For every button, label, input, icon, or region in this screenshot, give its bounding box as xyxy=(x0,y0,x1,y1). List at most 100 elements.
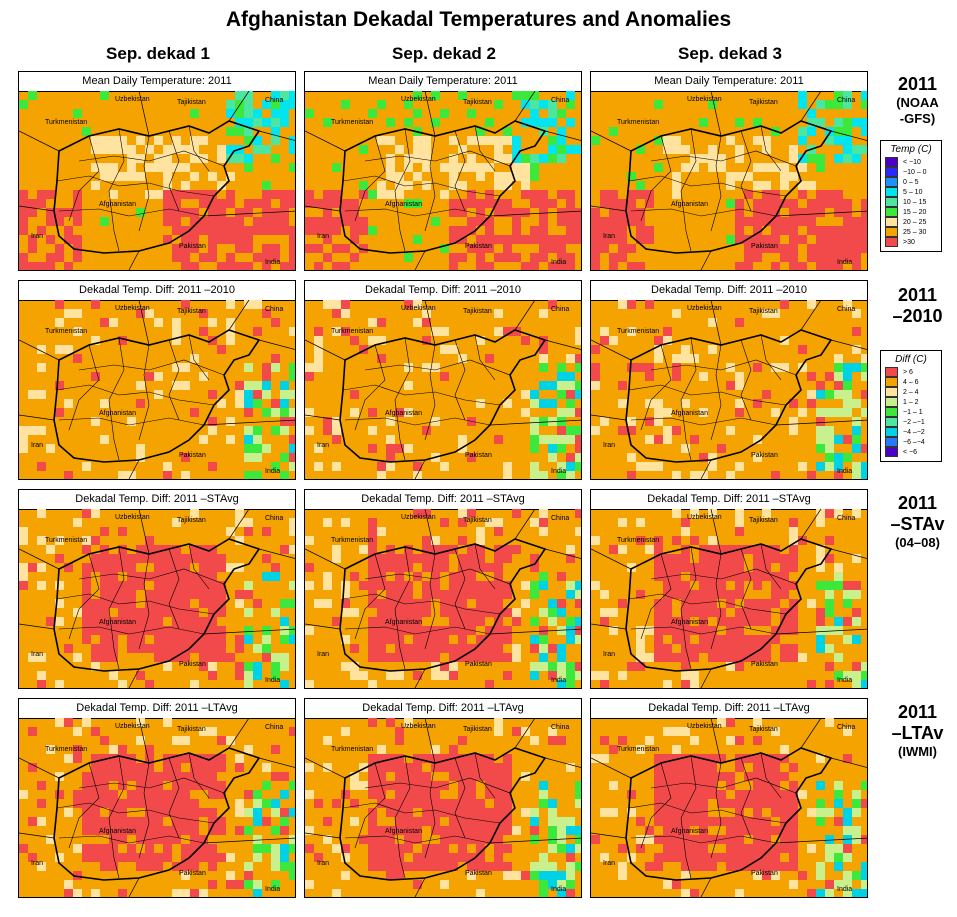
grid-cell xyxy=(181,599,190,608)
grid-cell xyxy=(618,208,627,217)
grid-cell xyxy=(208,462,217,471)
map-label-pakistan: Pakistan xyxy=(179,661,206,668)
grid-cell xyxy=(118,745,127,754)
grid-cell xyxy=(73,327,82,336)
grid-cell xyxy=(852,635,861,644)
grid-cell xyxy=(395,754,404,763)
grid-cell xyxy=(127,763,136,772)
grid-cell xyxy=(37,262,46,270)
grid-cell xyxy=(271,462,280,471)
grid-cell xyxy=(458,799,467,808)
grid-cell xyxy=(118,590,127,599)
grid-cell xyxy=(789,844,798,853)
grid-cell xyxy=(744,635,753,644)
grid-cell xyxy=(476,563,485,572)
map-label-uzbekistan: Uzbekistan xyxy=(401,305,436,312)
grid-cell xyxy=(512,545,521,554)
grid-cell xyxy=(145,680,154,688)
grid-cell xyxy=(28,727,37,736)
grid-cell xyxy=(690,154,699,163)
grid-cell xyxy=(557,871,566,880)
grid-cell xyxy=(744,826,753,835)
grid-cell xyxy=(109,772,118,781)
grid-cell xyxy=(834,100,843,109)
grid-cell xyxy=(512,235,521,244)
grid-cell xyxy=(699,118,708,127)
grid-cell xyxy=(735,399,744,408)
grid-cell xyxy=(64,644,73,653)
grid-cell xyxy=(413,790,422,799)
grid-cell xyxy=(190,799,199,808)
country-border xyxy=(625,329,833,463)
grid-cell xyxy=(467,545,476,554)
grid-cell xyxy=(244,235,253,244)
grid-cell xyxy=(503,172,512,181)
grid-cell xyxy=(530,563,539,572)
row-label-main: 2011 xyxy=(897,702,938,722)
grid-cell xyxy=(557,680,566,688)
grid-cell xyxy=(530,118,539,127)
grid-cell xyxy=(503,763,512,772)
grid-cell xyxy=(154,799,163,808)
map-label-china: China xyxy=(551,724,570,731)
legend-label: 4 – 6 xyxy=(903,378,919,386)
grid-cell xyxy=(100,844,109,853)
grid-cell xyxy=(771,635,780,644)
grid-cell xyxy=(834,136,843,145)
grid-cell xyxy=(244,435,253,444)
grid-cell xyxy=(663,408,672,417)
grid-cell xyxy=(332,417,341,426)
grid-cell xyxy=(253,889,262,897)
grid-cell xyxy=(843,217,852,226)
grid-cell xyxy=(395,581,404,590)
grid-cell xyxy=(618,399,627,408)
grid-cell xyxy=(771,772,780,781)
grid-cell xyxy=(609,336,618,345)
grid-cell xyxy=(172,617,181,626)
grid-cell xyxy=(253,327,262,336)
grid-cell xyxy=(413,300,422,309)
grid-cell xyxy=(305,426,314,435)
grid-cell xyxy=(816,889,825,897)
grid-cell xyxy=(109,644,118,653)
grid-cell xyxy=(208,581,217,590)
grid-cell xyxy=(350,235,359,244)
grid-cell xyxy=(672,754,681,763)
grid-cell xyxy=(834,471,843,479)
grid-cell xyxy=(717,554,726,563)
map-label-uzbekistan: Uzbekistan xyxy=(687,514,722,521)
grid-cell xyxy=(208,790,217,799)
grid-cell xyxy=(305,844,314,853)
grid-cell xyxy=(341,100,350,109)
grid-cell xyxy=(413,145,422,154)
grid-cell xyxy=(154,372,163,381)
grid-cell xyxy=(244,444,253,453)
grid-cell xyxy=(548,662,557,671)
grid-cell xyxy=(467,199,476,208)
neighbor-border xyxy=(19,300,295,479)
grid-cell xyxy=(512,208,521,217)
grid-cell xyxy=(332,327,341,336)
grid-cell xyxy=(503,871,512,880)
map-canvas xyxy=(19,718,295,897)
grid-cell xyxy=(681,662,690,671)
grid-cell xyxy=(575,635,581,644)
grid-cell xyxy=(262,145,271,154)
grid-cell xyxy=(458,754,467,763)
grid-cell xyxy=(663,435,672,444)
grid-cell xyxy=(386,853,395,862)
grid-cell xyxy=(798,208,807,217)
grid-cell xyxy=(699,608,708,617)
grid-cell xyxy=(681,889,690,897)
grid-cell xyxy=(521,235,530,244)
grid-cell xyxy=(431,118,440,127)
map-canvas xyxy=(591,300,867,479)
province-boundary xyxy=(354,762,386,849)
grid-cell xyxy=(262,527,271,536)
grid-cell xyxy=(780,163,789,172)
grid-cell xyxy=(422,644,431,653)
grid-cell xyxy=(861,127,867,136)
grid-cell xyxy=(413,862,422,871)
grid-cell xyxy=(64,235,73,244)
map-label-uzbekistan: Uzbekistan xyxy=(687,723,722,730)
